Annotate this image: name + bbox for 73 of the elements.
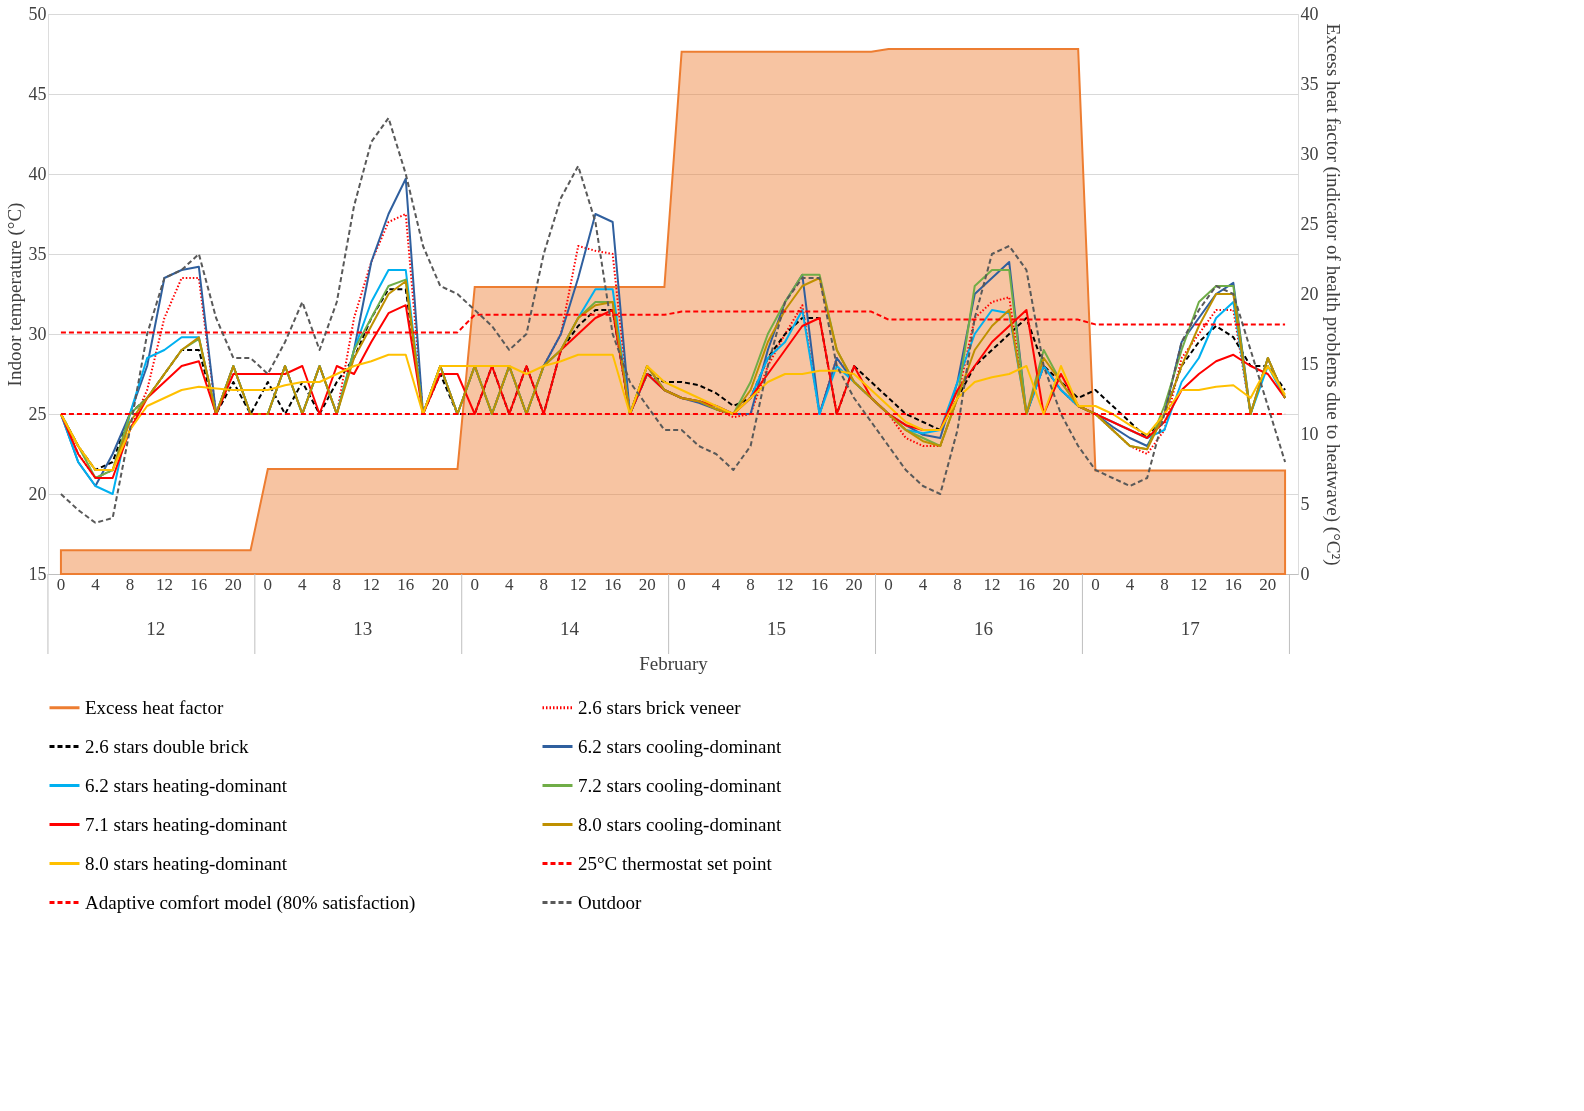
x-tick-label: 12 bbox=[362, 574, 380, 594]
x-tick-label: 4 bbox=[504, 574, 514, 594]
x-tick-label: 0 bbox=[1091, 574, 1100, 594]
x-tick-label: 16 bbox=[397, 574, 415, 594]
x-tick-label: 8 bbox=[332, 574, 342, 594]
x-axis-title: February bbox=[639, 652, 709, 674]
text: 16 bbox=[973, 618, 993, 639]
text: 14 bbox=[560, 618, 580, 639]
legend-label: Outdoor bbox=[578, 891, 642, 913]
x-tick-label: 8 bbox=[1160, 574, 1169, 594]
y-tick-label: 20 bbox=[28, 483, 47, 504]
y2-tick-label: 5 bbox=[1300, 493, 1310, 514]
x-tick-label: 4 bbox=[918, 574, 928, 594]
y2-tick-label: 40 bbox=[1300, 3, 1319, 24]
y-axis-title: Indoor temperature (°C) bbox=[3, 202, 26, 387]
legend-label: 8.0 stars heating-dominant bbox=[85, 852, 288, 874]
y2-axis-title: Excess heat factor (indicator of health problems due to heatwave) (°C²) bbox=[1321, 23, 1344, 566]
x-tick-label: 20 bbox=[845, 574, 863, 594]
legend-label: 6.2 stars cooling-dominant bbox=[578, 735, 782, 757]
legend-label: 8.0 stars cooling-dominant bbox=[578, 813, 782, 835]
x-tick-label: 0 bbox=[884, 574, 893, 594]
text: 17 bbox=[1180, 618, 1200, 639]
x-tick-label: 16 bbox=[604, 574, 622, 594]
text: 13 bbox=[353, 618, 373, 639]
legend-label: Adaptive comfort model (80% satisfaction) bbox=[85, 891, 416, 914]
x-tick-label: 4 bbox=[711, 574, 721, 594]
x-tick-label: 16 bbox=[1224, 574, 1242, 594]
x-tick-label: 8 bbox=[539, 574, 548, 594]
legend-label: 2.6 stars brick veneer bbox=[578, 696, 742, 718]
legend-label: 6.2 stars heating-dominant bbox=[85, 774, 288, 796]
legend-label: 7.1 stars heating-dominant bbox=[85, 813, 288, 835]
x-tick-label: 12 bbox=[983, 574, 1001, 594]
y-tick-label: 40 bbox=[28, 163, 47, 184]
y2-tick-label: 20 bbox=[1300, 283, 1319, 304]
legend-label: 2.6 stars double brick bbox=[85, 735, 250, 757]
x-tick-label: 16 bbox=[811, 574, 829, 594]
x-tick-label: 0 bbox=[56, 574, 66, 594]
legend-label: 7.2 stars cooling-dominant bbox=[578, 774, 782, 796]
x-tick-label: 4 bbox=[1125, 574, 1135, 594]
x-tick-label: 20 bbox=[1259, 574, 1277, 594]
x-tick-label: 0 bbox=[677, 574, 686, 594]
legend-label: Excess heat factor bbox=[85, 696, 224, 718]
y-tick-label: 35 bbox=[28, 243, 47, 264]
x-tick-label: 12 bbox=[776, 574, 794, 594]
x-tick-label: 4 bbox=[91, 574, 101, 594]
x-tick-label: 16 bbox=[1017, 574, 1035, 594]
x-tick-label: 12 bbox=[1190, 574, 1208, 594]
y2-tick-label: 35 bbox=[1300, 73, 1319, 94]
y-tick-label: 25 bbox=[28, 403, 47, 424]
x-tick-label: 20 bbox=[224, 574, 242, 594]
x-tick-label: 16 bbox=[190, 574, 208, 594]
x-tick-label: 8 bbox=[953, 574, 962, 594]
x-tick-label: 8 bbox=[746, 574, 755, 594]
y-tick-label: 45 bbox=[28, 83, 47, 104]
x-tick-label: 0 bbox=[470, 574, 479, 594]
y2-tick-label: 25 bbox=[1300, 213, 1319, 234]
y2-tick-label: 30 bbox=[1300, 143, 1319, 164]
x-tick-label: 12 bbox=[569, 574, 587, 594]
y2-tick-label: 10 bbox=[1300, 423, 1319, 444]
x-tick-label: 4 bbox=[298, 574, 308, 594]
y2-tick-label: 15 bbox=[1300, 353, 1319, 374]
x-tick-label: 20 bbox=[431, 574, 449, 594]
x-tick-label: 20 bbox=[638, 574, 656, 594]
x-tick-label: 8 bbox=[125, 574, 135, 594]
legend-label: 25°C thermostat set point bbox=[578, 852, 773, 874]
text: 12 bbox=[146, 618, 166, 639]
y-tick-label: 15 bbox=[28, 563, 47, 584]
y-tick-label: 50 bbox=[28, 3, 47, 24]
x-tick-label: 0 bbox=[263, 574, 273, 594]
x-tick-label: 12 bbox=[155, 574, 173, 594]
y-tick-label: 30 bbox=[28, 323, 47, 344]
x-tick-label: 20 bbox=[1052, 574, 1070, 594]
text: 15 bbox=[767, 618, 787, 639]
